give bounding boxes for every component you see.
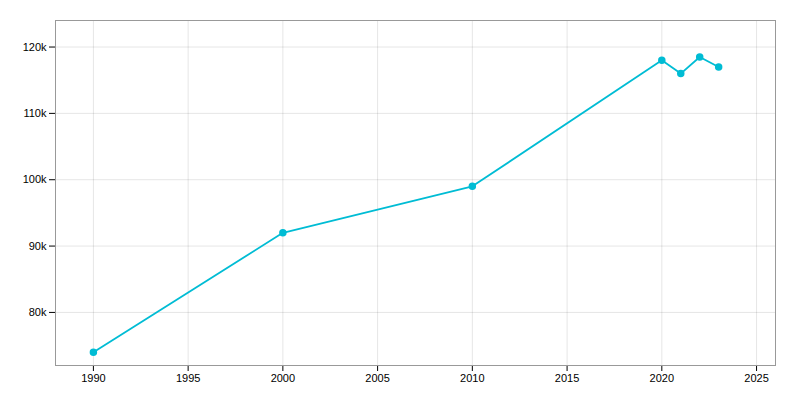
svg-text:2000: 2000 — [271, 372, 295, 384]
svg-text:2005: 2005 — [365, 372, 389, 384]
svg-text:2025: 2025 — [744, 372, 768, 384]
svg-text:120k: 120k — [23, 41, 47, 53]
svg-text:2020: 2020 — [650, 372, 674, 384]
svg-text:80k: 80k — [29, 306, 47, 318]
svg-text:100k: 100k — [23, 173, 47, 185]
svg-text:2015: 2015 — [555, 372, 579, 384]
svg-text:90k: 90k — [29, 240, 47, 252]
svg-text:110k: 110k — [23, 107, 47, 119]
svg-text:2010: 2010 — [460, 372, 484, 384]
svg-text:1990: 1990 — [81, 372, 105, 384]
svg-text:1995: 1995 — [176, 372, 200, 384]
